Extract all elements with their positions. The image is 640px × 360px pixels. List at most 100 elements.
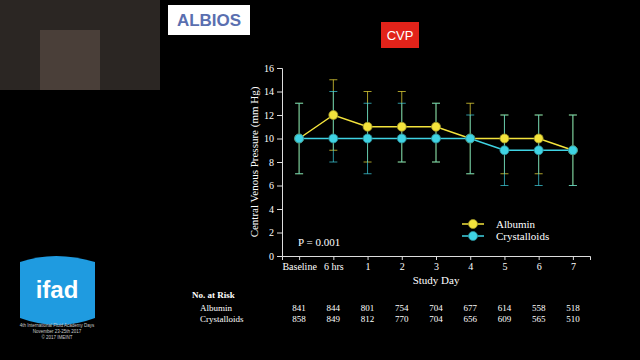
y-tick: 6 xyxy=(269,180,282,191)
y-tick-label: 0 xyxy=(269,251,274,262)
event-text: 4th International Fluid Academy Days xyxy=(20,323,95,328)
event-logo-shape xyxy=(20,256,95,325)
y-tick-label: 2 xyxy=(269,227,274,238)
error-bar xyxy=(398,103,406,162)
error-bar xyxy=(295,103,303,174)
x-tick-mark xyxy=(402,256,403,260)
y-tick-label: 4 xyxy=(269,204,274,215)
y-tick: 10 xyxy=(264,133,282,144)
marker xyxy=(534,146,543,155)
y-tick-label: 6 xyxy=(269,180,274,191)
series xyxy=(295,80,577,186)
marker xyxy=(500,146,509,155)
legend-marker xyxy=(469,220,478,229)
line xyxy=(299,115,573,150)
series-line xyxy=(295,134,578,155)
x-tick-mark xyxy=(470,256,471,260)
event-text: November 23-25th 2017 xyxy=(33,329,82,334)
x-tick: 1 xyxy=(366,256,371,272)
marker xyxy=(295,134,304,143)
error-bar xyxy=(364,103,372,174)
title: CVP xyxy=(387,28,414,43)
error-bar xyxy=(329,92,337,163)
x-tick-label: 6 xyxy=(537,261,542,272)
title-box xyxy=(381,22,419,48)
logo-text: ALBIOS xyxy=(177,11,241,30)
y-tick: 8 xyxy=(269,157,282,168)
table-cell: 844 xyxy=(327,303,341,313)
y-tick: 0 xyxy=(269,251,282,262)
table-title: No. at Risk xyxy=(192,290,235,300)
table-cell: 558 xyxy=(532,303,546,313)
legend-label: Albumin xyxy=(496,218,536,230)
y-tick: 14 xyxy=(264,86,282,97)
marker xyxy=(295,134,304,143)
x-tick: 6 hrs xyxy=(324,256,344,272)
x-tick-label: 4 xyxy=(468,261,473,272)
table-cell: 614 xyxy=(498,303,512,313)
x-tick: 6 xyxy=(537,256,542,272)
table-cell: 656 xyxy=(463,314,477,324)
table-cell: 858 xyxy=(292,314,306,324)
speaker-figure xyxy=(40,30,100,90)
slide: ALBIOSCVPifad4th International Fluid Aca… xyxy=(0,0,640,360)
table-cell: 770 xyxy=(395,314,409,324)
x-axis-title: Study Day xyxy=(413,274,460,286)
series xyxy=(295,92,577,186)
error-bar xyxy=(500,115,508,186)
y-tick-label: 12 xyxy=(264,110,274,121)
x-tick-label: 1 xyxy=(366,261,371,272)
marker xyxy=(568,146,577,155)
marker xyxy=(466,134,475,143)
table-cell: 801 xyxy=(361,303,375,313)
x-tick-label: 7 xyxy=(571,261,576,272)
error-bar xyxy=(466,115,474,174)
table-cell: 510 xyxy=(566,314,580,324)
y-tick: 4 xyxy=(269,204,282,215)
y-tick-mark xyxy=(277,68,282,69)
marker xyxy=(329,111,338,120)
table-cell: 704 xyxy=(429,314,443,324)
error-bar xyxy=(329,80,337,151)
x-tick-mark xyxy=(436,256,437,260)
marker xyxy=(397,122,406,131)
legend-marker xyxy=(469,232,478,241)
marker xyxy=(500,134,509,143)
error-bar xyxy=(569,115,577,186)
x-tick: 5 xyxy=(502,256,507,272)
table-cell: 849 xyxy=(327,314,341,324)
y-tick-mark xyxy=(277,139,282,140)
x-tick-label: Baseline xyxy=(282,261,317,272)
table-cell: 812 xyxy=(361,314,375,324)
marker xyxy=(534,134,543,143)
y-tick-label: 8 xyxy=(269,157,274,168)
y-tick-mark xyxy=(277,115,282,116)
marker xyxy=(363,134,372,143)
error-bar xyxy=(569,115,577,186)
series-line xyxy=(295,111,578,155)
x-tick: 3 xyxy=(434,256,439,272)
y-tick-mark xyxy=(277,162,282,163)
y-tick-label: 14 xyxy=(264,86,274,97)
x-tick-mark xyxy=(504,256,505,260)
error-bar xyxy=(432,103,440,162)
y-tick-mark xyxy=(277,256,282,257)
table-row-name: Albumin xyxy=(200,303,233,313)
marker xyxy=(568,146,577,155)
table-cell: 754 xyxy=(395,303,409,313)
table-cell: 609 xyxy=(498,314,512,324)
table-cell: 704 xyxy=(429,303,443,313)
error-bar xyxy=(466,103,474,174)
x-tick-label: 6 hrs xyxy=(324,261,344,272)
y-tick-mark xyxy=(277,186,282,187)
table-cell: 518 xyxy=(566,303,580,313)
logo-box xyxy=(168,5,250,35)
y-tick-label: 16 xyxy=(264,63,274,74)
error-bar xyxy=(295,103,303,174)
table-cell: 841 xyxy=(292,303,306,313)
table-cell: 565 xyxy=(532,314,546,324)
error-bar xyxy=(432,103,440,162)
error-bar xyxy=(535,115,543,186)
at-risk-table: No. at RiskAlbumin8418448017547046776145… xyxy=(192,290,580,324)
x-tick: Baseline xyxy=(282,256,317,272)
